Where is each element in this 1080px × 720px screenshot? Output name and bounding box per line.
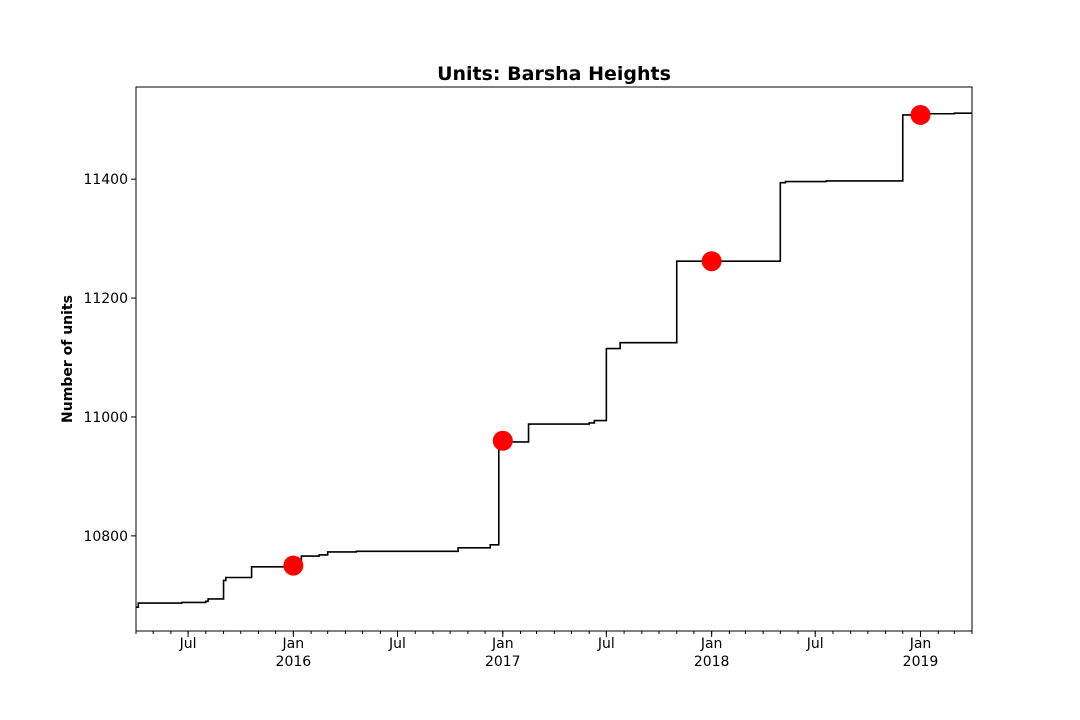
axis-layer: 10800 11000 11200 11400 Jul Jan 2016 Jul Jan 2017… (83, 172, 973, 670)
x-tick-label-0: Jul (179, 636, 197, 652)
y-tick-label-0: 10800 (83, 529, 128, 545)
y-tick-label-3: 11400 (83, 172, 128, 188)
x-tick-label-5: Jan (700, 636, 723, 652)
x-tick-label-4: Jul (597, 636, 615, 652)
x-tick-year-label-3: 2017 (485, 654, 521, 670)
chart-title: Units: Barsha Heights (437, 63, 671, 85)
x-tick-label-1: Jan (282, 636, 305, 652)
x-tick-year-label-7: 2019 (903, 654, 939, 670)
x-tick-year-label-1: 2016 (276, 654, 312, 670)
y-tick-label-1: 11000 (83, 410, 128, 426)
y-tick-label-2: 11200 (83, 291, 128, 307)
x-tick-label-6: Jul (806, 636, 824, 652)
marker-layer (283, 104, 931, 576)
marker-point-3 (910, 104, 931, 125)
plot-frame (135, 86, 973, 632)
marker-point-2 (701, 251, 722, 272)
x-tick-label-3: Jan (491, 636, 514, 652)
y-axis-label: Number of units (60, 295, 76, 423)
marker-point-1 (492, 430, 513, 451)
series-layer (136, 112, 972, 609)
x-tick-label-2: Jul (388, 636, 406, 652)
x-tick-year-label-5: 2018 (694, 654, 730, 670)
x-tick-label-7: Jan (909, 636, 932, 652)
series-line-0 (136, 112, 972, 609)
marker-point-0 (283, 555, 304, 576)
